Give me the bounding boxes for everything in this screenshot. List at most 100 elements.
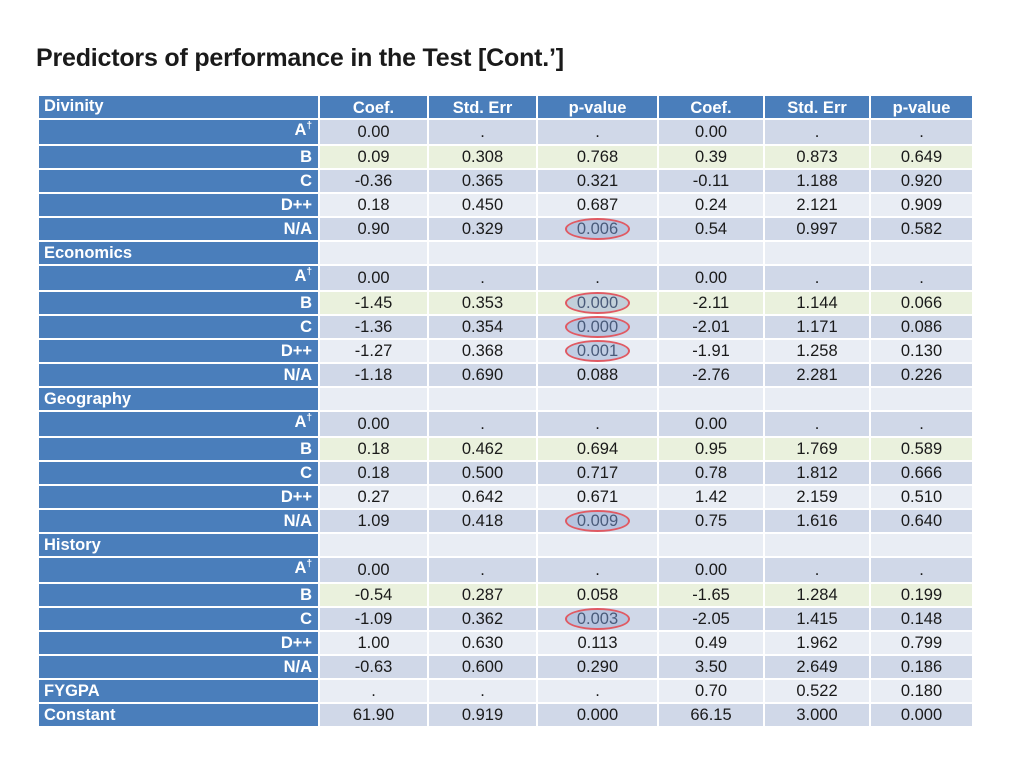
dagger-mark: † [306,412,312,424]
cell-std-err-1: 0.365 [427,168,538,194]
cell-coef-2: -2.01 [657,314,765,340]
cell-p-value-2: 0.130 [869,338,974,364]
cell-std-err-2: 2.159 [763,484,871,510]
row-label-text: B [300,586,312,604]
row-label: C [37,460,320,486]
cell-std-err-1: 0.287 [427,582,538,608]
row-label-text: D++ [280,488,312,506]
cell-std-err-1: 0.690 [427,362,538,388]
empty-cell [657,532,765,558]
cell-coef-2: 66.15 [657,702,765,728]
table-row: D++ 0.18 0.450 0.687 0.24 2.121 0.909 [37,192,974,218]
cell-std-err-1: . [427,678,538,704]
cell-p-value-2: 0.226 [869,362,974,388]
header-coef-2: Coef. [657,94,765,120]
cell-coef-1: 0.18 [318,460,429,486]
cell-p-value-2: 0.666 [869,460,974,486]
cell-coef-2: -0.11 [657,168,765,194]
cell-p-value-1: 0.000 [536,702,659,728]
cell-p-value-2: 0.066 [869,290,974,316]
cell-std-err-1: 0.450 [427,192,538,218]
header-std-err-2: Std. Err [763,94,871,120]
row-label: Constant [37,702,320,728]
empty-cell [763,386,871,412]
cell-p-value-2: . [869,118,974,146]
table-row: C -1.09 0.362 0.003 -2.05 1.415 0.148 [37,606,974,632]
cell-std-err-2: 0.522 [763,678,871,704]
row-label-text: A [294,121,307,139]
cell-p-value-2: 0.086 [869,314,974,340]
cell-p-value-2: . [869,410,974,438]
cell-std-err-2: 1.812 [763,460,871,486]
cell-coef-2: -2.76 [657,362,765,388]
cell-p-value-1: 0.000 [536,314,659,340]
header-std-err-1: Std. Err [427,94,538,120]
cell-coef-1: 0.18 [318,436,429,462]
cell-p-value-2: 0.199 [869,582,974,608]
row-label: D++ [37,338,320,364]
cell-p-value-1: . [536,264,659,292]
cell-p-value-2: 0.909 [869,192,974,218]
cell-std-err-2: 1.769 [763,436,871,462]
row-label: A† [37,118,320,146]
cell-coef-1: -1.18 [318,362,429,388]
cell-std-err-1: 0.368 [427,338,538,364]
cell-std-err-2: 1.616 [763,508,871,534]
row-label: D++ [37,192,320,218]
table-row: C -1.36 0.354 0.000 -2.01 1.171 0.086 [37,314,974,340]
cell-coef-2: 0.00 [657,264,765,292]
cell-coef-1: 0.90 [318,216,429,242]
cell-p-value-2: 0.148 [869,606,974,632]
cell-coef-2: -2.05 [657,606,765,632]
row-label-text: C [300,318,312,336]
cell-std-err-1: 0.353 [427,290,538,316]
row-label: D++ [37,630,320,656]
cell-p-value-2: 0.799 [869,630,974,656]
cell-p-value-1: 0.009 [536,508,659,534]
cell-std-err-2: . [763,264,871,292]
cell-p-value-1: 0.290 [536,654,659,680]
section-label: History [37,532,320,558]
slide-title: Predictors of performance in the Test [C… [36,44,564,72]
cell-p-value-1: 0.768 [536,144,659,170]
row-label-text: A [294,413,307,431]
cell-p-value-2: . [869,264,974,292]
row-label: N/A [37,654,320,680]
row-label-text: B [300,148,312,166]
cell-std-err-2: 1.171 [763,314,871,340]
cell-std-err-2: 1.415 [763,606,871,632]
cell-p-value-1: 0.717 [536,460,659,486]
cell-coef-1: 61.90 [318,702,429,728]
empty-cell [869,532,974,558]
cell-p-value-2: 0.920 [869,168,974,194]
row-label: D++ [37,484,320,510]
table-row: A† 0.00.. 0.00.. [37,556,974,584]
dagger-mark: † [306,558,312,570]
cell-std-err-1: 0.418 [427,508,538,534]
section-row: History [37,532,974,558]
table-body: Divinity Coef. Std. Err p-value Coef. St… [37,94,974,728]
cell-p-value-1: 0.000 [536,290,659,316]
row-label-text: D++ [280,342,312,360]
cell-std-err-2: 2.121 [763,192,871,218]
cell-p-value-2: 0.510 [869,484,974,510]
empty-cell [536,386,659,412]
row-label-text: C [300,464,312,482]
cell-p-value-2: 0.186 [869,654,974,680]
cell-std-err-1: . [427,264,538,292]
empty-cell [427,386,538,412]
cell-std-err-2: 1.284 [763,582,871,608]
cell-p-value-1: 0.001 [536,338,659,364]
empty-cell [427,240,538,266]
table-row: N/A 1.09 0.418 0.009 0.75 1.616 0.640 [37,508,974,534]
cell-coef-1: 0.00 [318,264,429,292]
table-row: B -1.45 0.353 0.000 -2.11 1.144 0.066 [37,290,974,316]
table-row: C 0.18 0.500 0.717 0.78 1.812 0.666 [37,460,974,486]
row-label-text: D++ [280,634,312,652]
cell-coef-2: 0.54 [657,216,765,242]
cell-coef-1: 0.18 [318,192,429,218]
cell-std-err-1: 0.329 [427,216,538,242]
row-label-text: B [300,294,312,312]
row-label-text: C [300,172,312,190]
cell-std-err-1: 0.600 [427,654,538,680]
